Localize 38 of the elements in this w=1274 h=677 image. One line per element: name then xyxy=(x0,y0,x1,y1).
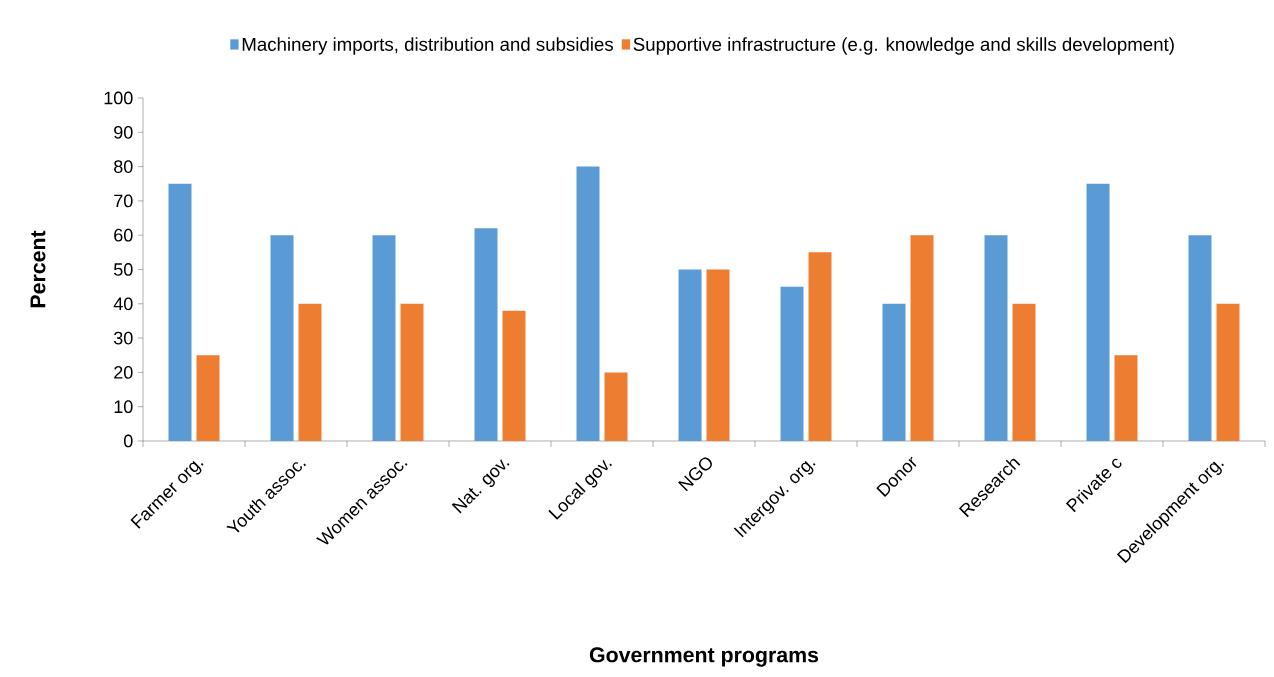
bar xyxy=(604,372,628,441)
y-tick-label: 50 xyxy=(113,263,133,276)
bar xyxy=(270,235,294,441)
y-axis-title: Percent xyxy=(30,230,46,308)
bar xyxy=(474,228,498,441)
bar xyxy=(372,235,396,441)
y-tick-label: 100 xyxy=(104,91,133,105)
y-tick-label: 40 xyxy=(113,297,133,311)
y-tick-label: 30 xyxy=(113,331,133,345)
bar xyxy=(1012,303,1036,441)
y-tick-label: 0 xyxy=(124,434,133,448)
y-tick-label: 10 xyxy=(114,400,133,414)
bar xyxy=(910,235,934,441)
bar xyxy=(502,310,526,441)
bar xyxy=(576,166,600,441)
bar xyxy=(168,183,192,441)
bar xyxy=(196,355,220,441)
bar xyxy=(882,303,906,441)
legend-label: Machinery imports, distribution and subsidies xyxy=(242,37,613,55)
y-tick-label: 80 xyxy=(114,160,133,173)
bar xyxy=(984,235,1008,441)
y-tick-label: 60 xyxy=(114,228,133,242)
bar xyxy=(706,269,730,441)
bar xyxy=(1188,235,1212,441)
bar xyxy=(780,286,804,441)
legend-label: Supportive infrastructure (e.g. knowledge and skills development) xyxy=(633,37,1174,55)
y-tick-label: 70 xyxy=(114,194,133,208)
bar xyxy=(678,269,702,441)
bar xyxy=(298,303,322,441)
bar xyxy=(1114,355,1138,441)
x-tick-label: Nat. gov. xyxy=(451,459,510,514)
x-axis-title: Government programs xyxy=(589,647,819,667)
bar xyxy=(808,252,832,441)
bar xyxy=(1086,183,1110,441)
bar xyxy=(400,303,424,441)
y-tick-label: 90 xyxy=(114,125,133,139)
y-tick-label: 20 xyxy=(114,366,133,379)
bar xyxy=(1216,303,1240,441)
